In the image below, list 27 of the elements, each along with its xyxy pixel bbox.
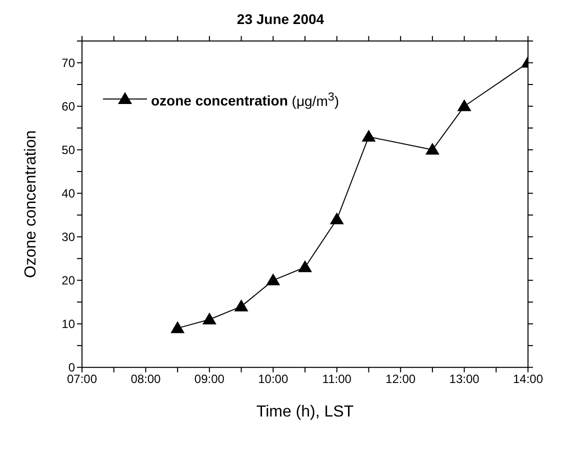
point bbox=[234, 299, 248, 312]
point bbox=[425, 142, 440, 155]
y-tick-label: 10 bbox=[62, 317, 76, 332]
point bbox=[330, 212, 344, 224]
x-tick-label: 14:00 bbox=[512, 372, 544, 386]
point bbox=[202, 312, 216, 324]
x-tick-label: 11:00 bbox=[322, 372, 352, 386]
x-tick-label: 12:00 bbox=[386, 372, 416, 386]
x-tick-label: 08:00 bbox=[130, 372, 162, 386]
y-axis-title: Ozone concentration bbox=[22, 130, 40, 278]
point bbox=[170, 321, 185, 334]
y-tick-label: 60 bbox=[62, 100, 76, 114]
x-axis-title: Time (h), LST bbox=[256, 404, 354, 421]
y-tick-label: 70 bbox=[62, 56, 76, 70]
x-tick-label: 10:00 bbox=[258, 372, 288, 386]
y-tick-label: 50 bbox=[62, 143, 76, 158]
chart-title: 23 June 2004 bbox=[236, 10, 326, 29]
x-tick-label: 09:00 bbox=[194, 372, 225, 386]
point bbox=[298, 260, 312, 272]
legend-label: ozone concentration (μg/m$^{3}$) bbox=[151, 90, 340, 109]
y-tick-label: 20 bbox=[62, 274, 76, 288]
point bbox=[266, 273, 280, 286]
point bbox=[457, 99, 472, 112]
x-tick-label: 13:00 bbox=[449, 372, 480, 386]
y-tick-label: 40 bbox=[62, 186, 76, 201]
y-tick-label: 30 bbox=[62, 230, 76, 244]
point bbox=[362, 130, 376, 142]
